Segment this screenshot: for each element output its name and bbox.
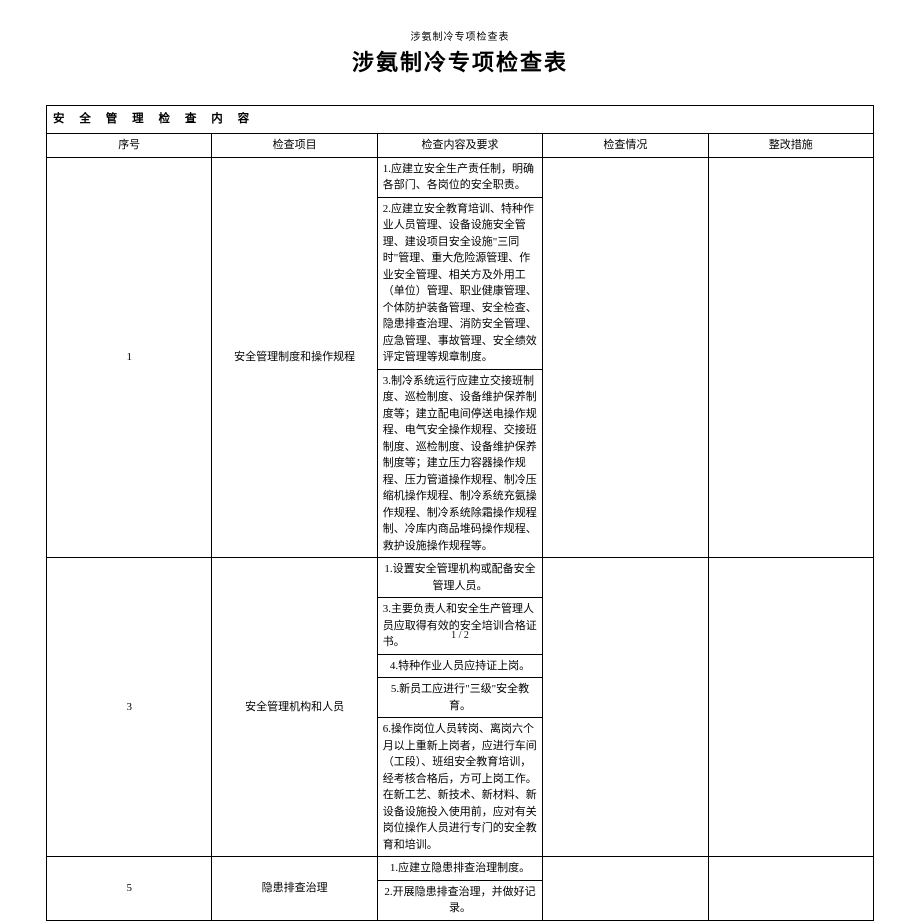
cell-status [543,157,708,558]
cell-item: 隐患排查治理 [212,857,377,921]
header-small-title: 涉氨制冷专项检查表 [0,0,920,43]
header-large-title: 涉氨制冷专项检查表 [0,43,920,77]
cell-status [543,857,708,921]
cell-item: 安全管理制度和操作规程 [212,157,377,558]
inspection-table: 安 全 管 理 检 查 内 容 序号 检查项目 检查内容及要求 检查情况 整改措… [46,105,874,921]
cell-action [708,857,873,921]
table-row: 5 隐患排查治理 1.应建立隐患排查治理制度。 [47,857,874,881]
table-row: 1 安全管理制度和操作规程 1.应建立安全生产责任制，明确各部门、各岗位的安全职… [47,157,874,197]
cell-action [708,558,873,857]
table-header-row: 序号 检查项目 检查内容及要求 检查情况 整改措施 [47,134,874,158]
table-container: 安 全 管 理 检 查 内 容 序号 检查项目 检查内容及要求 检查情况 整改措… [46,105,874,921]
col-header-seq: 序号 [47,134,212,158]
cell-content: 6.操作岗位人员转岗、离岗六个月以上重新上岗者，应进行车间（工段）、班组安全教育… [377,718,542,857]
cell-content: 1.设置安全管理机构或配备安全管理人员。 [377,558,542,598]
cell-action [708,157,873,558]
cell-content: 3.制冷系统运行应建立交接班制度、巡检制度、设备维护保养制度等；建立配电间停送电… [377,369,542,558]
cell-content: 4.特种作业人员应持证上岗。 [377,654,542,678]
cell-status [543,558,708,857]
page-number: 1 / 2 [0,630,920,641]
cell-item: 安全管理机构和人员 [212,558,377,857]
cell-content: 1.应建立安全生产责任制，明确各部门、各岗位的安全职责。 [377,157,542,197]
table-row: 安 全 管 理 检 查 内 容 [47,106,874,134]
col-header-item: 检查项目 [212,134,377,158]
cell-seq: 3 [47,558,212,857]
cell-content: 2.开展隐患排查治理，并做好记录。 [377,880,542,920]
section-header: 安 全 管 理 检 查 内 容 [47,106,874,134]
col-header-status: 检查情况 [543,134,708,158]
cell-seq: 5 [47,857,212,921]
cell-content: 5.新员工应进行"三级"安全教育。 [377,678,542,718]
cell-content: 2.应建立安全教育培训、特种作业人员管理、设备设施安全管理、建设项目安全设施"三… [377,197,542,369]
table-row: 3 安全管理机构和人员 1.设置安全管理机构或配备安全管理人员。 [47,558,874,598]
col-header-action: 整改措施 [708,134,873,158]
cell-content: 3.主要负责人和安全生产管理人员应取得有效的安全培训合格证书。 [377,598,542,655]
cell-content: 1.应建立隐患排查治理制度。 [377,857,542,881]
col-header-content: 检查内容及要求 [377,134,542,158]
cell-seq: 1 [47,157,212,558]
